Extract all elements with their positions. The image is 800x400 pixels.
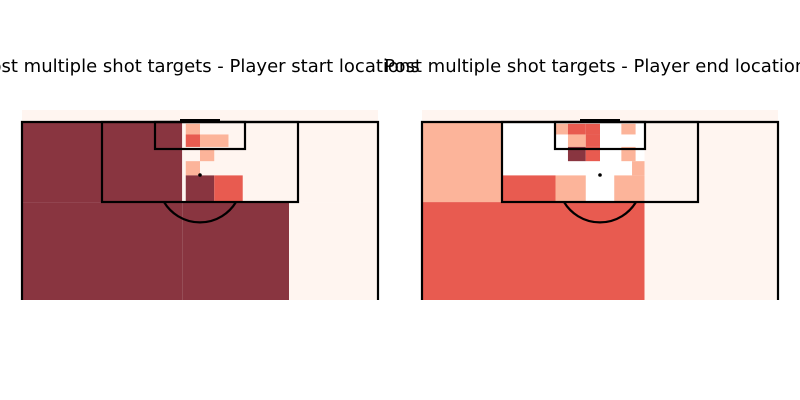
heatmap-cell [289,122,378,203]
heatmap-cell [632,161,645,176]
penalty-spot [198,173,202,177]
end-locations-heatmap [422,110,778,300]
heatmap-cell [585,123,600,135]
heatmap-cell [214,175,243,203]
heatmap-cell [585,146,600,162]
start-locations-panel: Post multiple shot targets - Player star… [0,56,420,300]
heatmap-cell [502,175,556,203]
heatmap-cell [644,122,778,300]
penalty-arc [163,201,237,224]
heatmap-cell [567,134,586,147]
heatmap-cell [422,202,556,300]
heatmap-cell [585,134,600,147]
heatmap-cell [422,122,503,203]
heatmap-cell [185,134,200,147]
heatmap-cell [614,175,645,203]
start-locations-title: Post multiple shot targets - Player star… [0,56,420,77]
heatmap-cell [555,175,586,203]
end-locations-pitch-lines [420,119,780,300]
heatmap-cell [567,123,586,135]
start-locations-pitch-lines [20,119,380,300]
heatmap-margin [22,110,378,122]
penalty-spot [598,173,602,177]
start-locations-heatmap [22,110,378,300]
end-locations-title: Post multiple shot targets - Player end … [384,56,800,77]
heatmap-cell [185,175,215,203]
heatmap-cell [22,202,183,300]
heatmap-cell [555,123,568,135]
heatmap-cell [555,202,645,300]
heatmap-cell [621,146,636,162]
heatmap-margin [422,110,778,122]
penalty-arc [563,201,637,224]
heatmap-cell [200,148,215,162]
heatmap-cell [182,202,289,300]
heatmap-cell [621,123,636,135]
heatmap-cell [185,123,200,135]
heatmap-cell [289,202,378,300]
end-locations-panel: Post multiple shot targets - Player end … [384,56,800,300]
heatmap-cell [567,146,586,162]
heatmap-cell [200,134,229,147]
heatmap-cell [185,161,200,176]
